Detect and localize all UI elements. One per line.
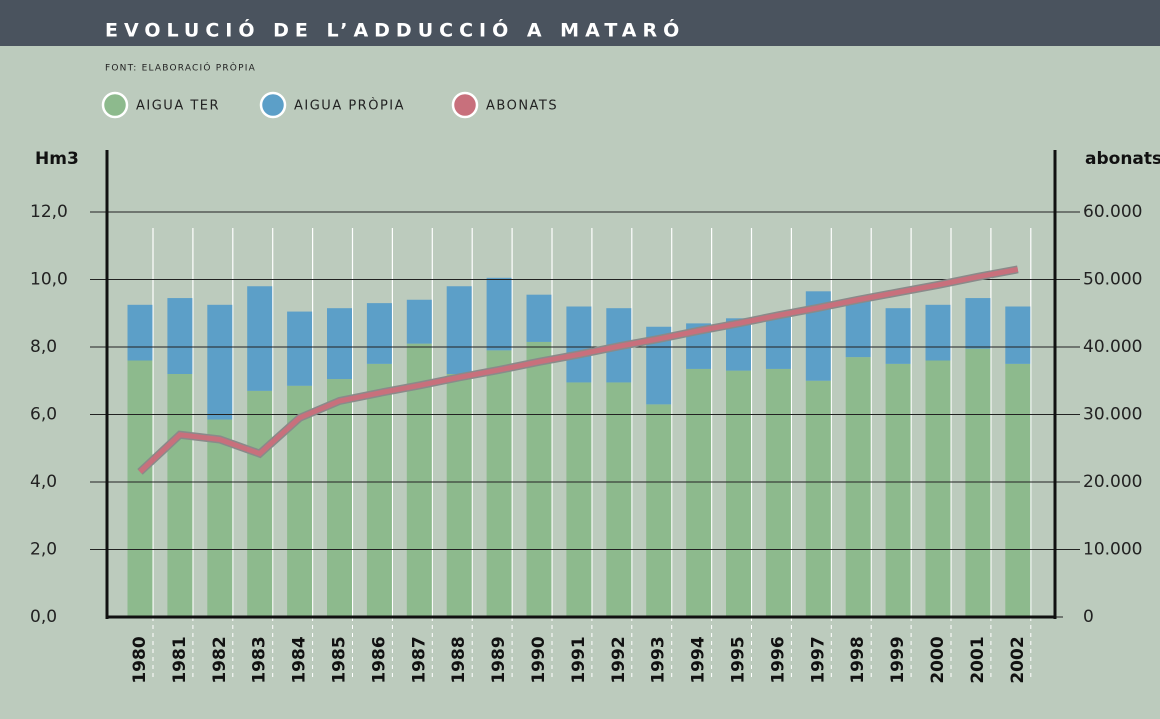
bar (207, 419, 233, 617)
x-tick-label: 2001 (968, 636, 988, 683)
bar (327, 308, 352, 380)
bar (167, 374, 193, 617)
bar (1005, 306, 1031, 364)
bar (167, 298, 193, 374)
bar (287, 311, 313, 386)
bar (247, 286, 273, 391)
x-tick-label: 1994 (689, 636, 709, 683)
bar (885, 363, 911, 617)
bar (327, 379, 352, 617)
legend-swatch (101, 91, 129, 119)
y2-tick-label: 50.000 (1083, 270, 1142, 290)
bar (127, 360, 153, 617)
x-tick-label: 1996 (768, 636, 788, 683)
x-tick-label: 2002 (1008, 636, 1028, 683)
bar (925, 304, 951, 361)
legend-label: AIGUA PRÒPIA (294, 98, 405, 114)
x-tick-label: 1992 (609, 636, 629, 683)
x-tick-label: 1986 (369, 636, 389, 683)
legend-swatch (451, 91, 479, 119)
bar (606, 382, 632, 617)
bar (566, 382, 592, 617)
bar (646, 404, 672, 617)
x-tick-label: 1993 (649, 636, 669, 683)
y2-tick-label: 40.000 (1083, 337, 1142, 357)
legend-label: ABONATS (486, 99, 558, 114)
y-tick-label: 2,0 (30, 540, 57, 560)
y-tick-label: 10,0 (30, 270, 68, 290)
x-tick-label: 1987 (409, 636, 429, 683)
bar (845, 299, 871, 358)
bar (965, 298, 991, 349)
legend-label: AIGUA TER (136, 99, 220, 114)
x-tick-label: 2000 (928, 636, 948, 683)
bar (765, 368, 791, 617)
y-tick-label: 0,0 (30, 607, 57, 627)
bar (366, 363, 392, 617)
bar (845, 357, 871, 617)
bar (965, 348, 991, 617)
y2-tick-label: 0 (1083, 607, 1094, 627)
chart-title: EVOLUCIÓ DE L’ADDUCCIÓ A MATARÓ (105, 18, 685, 42)
y2-tick-label: 30.000 (1083, 405, 1142, 425)
y2-tick-label: 10.000 (1083, 540, 1142, 560)
bar (446, 374, 472, 617)
bar (765, 316, 791, 369)
x-tick-label: 1999 (888, 636, 908, 683)
bar (406, 299, 432, 344)
x-tick-label: 1998 (848, 636, 868, 683)
y2-tick-label: 20.000 (1083, 472, 1142, 492)
bar (207, 304, 233, 420)
y-tick-label: 6,0 (30, 405, 57, 425)
x-tick-label: 1988 (449, 636, 469, 683)
bar (247, 390, 273, 617)
x-tick-label: 1991 (569, 636, 589, 683)
x-tick-label: 1984 (290, 636, 310, 683)
bar (127, 304, 153, 361)
bar (566, 306, 592, 383)
bar (1005, 363, 1031, 617)
y-tick-label: 8,0 (30, 337, 57, 357)
bar (446, 286, 472, 374)
bar (686, 368, 712, 617)
bar (805, 380, 831, 617)
header-bar (0, 0, 1160, 46)
y2-tick-label: 60.000 (1083, 202, 1142, 222)
y2-axis-label: abonats (1085, 149, 1160, 169)
x-tick-label: 1985 (330, 636, 350, 683)
bar (925, 360, 951, 617)
x-tick-label: 1990 (529, 636, 549, 683)
bar (726, 370, 751, 617)
x-tick-label: 1980 (130, 636, 150, 683)
x-tick-label: 1981 (170, 636, 190, 683)
y-tick-label: 12,0 (30, 202, 68, 222)
bar (486, 350, 512, 617)
x-tick-label: 1997 (808, 636, 828, 683)
x-tick-label: 1995 (729, 636, 749, 683)
line (138, 266, 1019, 474)
bar (526, 341, 552, 617)
bar (366, 303, 392, 364)
legend-swatch (259, 91, 287, 119)
bar (486, 277, 512, 351)
x-tick-label: 1983 (250, 636, 270, 683)
bar (885, 308, 911, 364)
bar (526, 294, 552, 342)
x-tick-label: 1982 (210, 636, 230, 683)
subtitle: FONT: ELABORACIÓ PRÒPIA (105, 62, 256, 74)
y-axis-label: Hm3 (35, 149, 79, 169)
x-tick-label: 1989 (489, 636, 509, 683)
y-tick-label: 4,0 (30, 472, 57, 492)
